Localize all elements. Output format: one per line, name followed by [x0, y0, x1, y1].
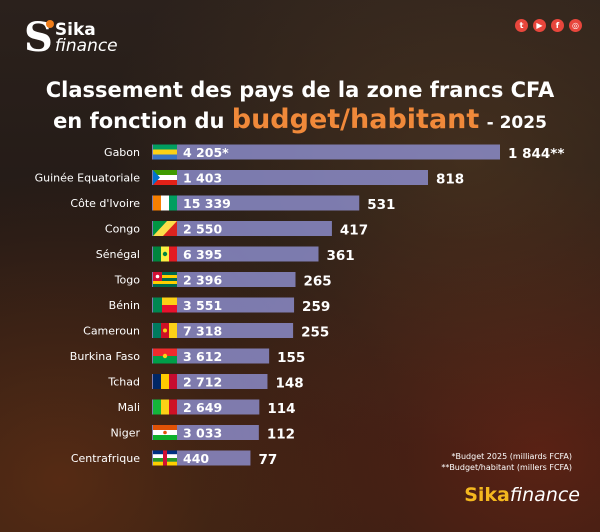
flag-cote-divoire	[153, 195, 177, 211]
flag-cameroon	[153, 323, 177, 338]
value-label: 1 844**	[508, 146, 564, 162]
bar	[152, 399, 260, 415]
footnote-per-capita: **Budget/habitant (millers FCFA)	[441, 462, 572, 472]
logo-dot	[46, 20, 54, 28]
logo-line1: Sika	[54, 19, 96, 40]
budget-label: 1 403	[183, 171, 222, 186]
value-label: 255	[301, 325, 329, 341]
category-label: Guinée Equatoriale	[35, 172, 141, 185]
category-label: Niger	[110, 427, 140, 440]
value-label: 818	[436, 172, 464, 188]
value-label: 112	[267, 427, 295, 443]
sika-logo: S Sika finance	[24, 18, 118, 58]
facebook-icon[interactable]: f	[551, 19, 564, 32]
category-label: Centrafrique	[71, 452, 140, 465]
flag-burkina-faso	[153, 348, 177, 364]
budget-label: 2 550	[183, 222, 222, 237]
budget-label: 15 339	[183, 196, 231, 211]
value-label: 265	[303, 274, 331, 290]
bar	[152, 272, 296, 287]
flag-gabon	[153, 144, 177, 160]
budget-label: 2 396	[183, 273, 222, 288]
category-label: Gabon	[104, 146, 140, 159]
title-prefix: en fonction du	[53, 109, 225, 133]
category-label: Burkina Faso	[70, 350, 140, 363]
title-line2: en fonction du budget/habitant - 2025	[0, 104, 600, 135]
title-line1: Classement des pays de la zone francs CF…	[45, 78, 555, 102]
value-label: 114	[267, 401, 295, 417]
twitter-icon[interactable]: t	[515, 19, 528, 32]
budget-label: 3 612	[183, 349, 222, 364]
budget-label: 7 318	[183, 324, 222, 339]
category-label: Sénégal	[96, 248, 140, 261]
flag-central-african-republic	[153, 450, 177, 466]
category-label: Tchad	[107, 376, 140, 389]
bar	[152, 246, 319, 262]
budget-label: 6 395	[183, 247, 222, 262]
budget-label: 2 712	[183, 375, 222, 390]
category-label: Cameroun	[83, 325, 140, 338]
value-label: 531	[367, 197, 395, 213]
budget-label: 3 033	[183, 426, 222, 441]
value-label: 259	[302, 299, 330, 315]
category-label: Côte d'Ivoire	[70, 197, 140, 210]
flag-mali	[153, 399, 177, 415]
category-label: Mali	[118, 401, 140, 414]
instagram-icon[interactable]: ◎	[569, 19, 582, 32]
flag-benin	[153, 297, 177, 313]
value-label: 155	[277, 350, 305, 366]
flag-guinea-equatorial	[153, 170, 177, 185]
bar	[152, 323, 294, 338]
bar	[152, 170, 428, 185]
value-label: 361	[326, 248, 354, 264]
bar	[152, 195, 360, 211]
brand-part2: finance	[509, 484, 580, 506]
title-year: - 2025	[486, 113, 547, 133]
bar	[152, 374, 268, 389]
brand-footer: Sikafinance	[464, 484, 580, 506]
brand-part1: Sika	[464, 484, 510, 506]
category-label: Bénin	[109, 299, 140, 312]
bar	[152, 348, 270, 364]
value-label: 417	[340, 223, 368, 239]
flag-senegal	[153, 246, 177, 262]
flag-chad	[153, 374, 177, 389]
social-links: t ▶ f ◎	[515, 19, 582, 32]
footnote-budget: *Budget 2025 (milliards FCFA)	[451, 452, 572, 461]
footnotes: *Budget 2025 (milliards FCFA) **Budget/h…	[441, 452, 572, 474]
value-label: 77	[258, 452, 277, 468]
category-label: Congo	[105, 223, 140, 236]
budget-label: 2 649	[183, 400, 222, 415]
bar	[152, 425, 259, 440]
bar	[152, 297, 295, 313]
budget-label: 3 551	[183, 298, 222, 313]
category-label: Togo	[114, 274, 141, 287]
value-label: 148	[275, 376, 303, 392]
flag-congo	[153, 221, 177, 236]
budget-label: 440	[183, 451, 209, 466]
logo-text: Sika finance	[54, 19, 118, 56]
budget-label: 4 205*	[183, 145, 229, 160]
flag-togo	[153, 272, 177, 287]
youtube-icon[interactable]: ▶	[533, 19, 546, 32]
title-highlight: budget/habitant	[231, 104, 480, 135]
chart-title: Classement des pays de la zone francs CF…	[0, 78, 600, 135]
bar	[152, 221, 332, 236]
bar	[152, 144, 500, 160]
logo-line2: finance	[54, 36, 118, 56]
flag-niger	[153, 425, 177, 440]
